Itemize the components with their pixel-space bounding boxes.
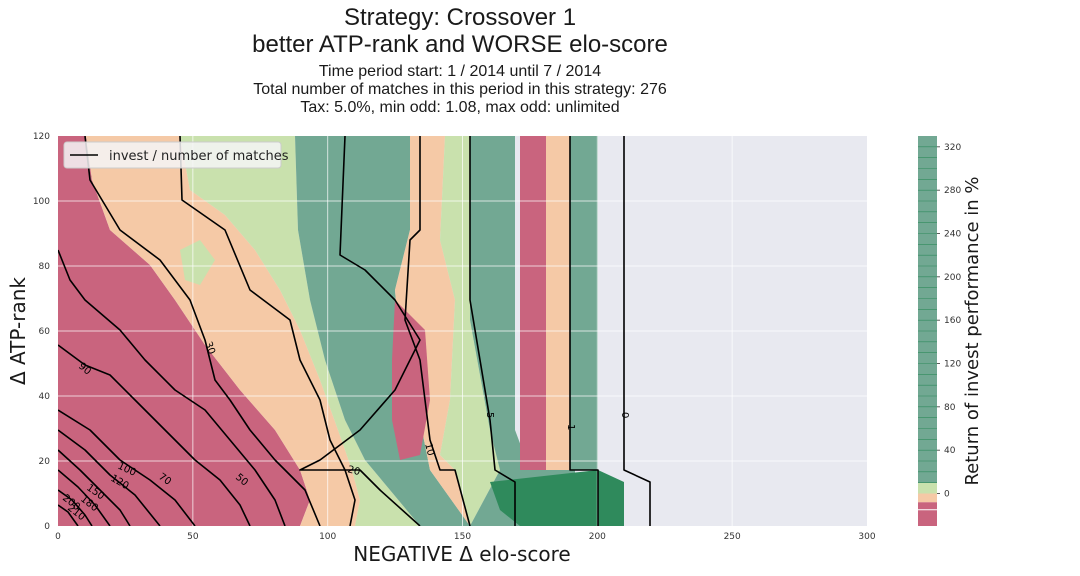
x-tick-label: 200 xyxy=(589,532,606,542)
y-tick-label: 40 xyxy=(39,392,51,402)
colorbar-tick-label: 80 xyxy=(944,403,956,413)
y-tick-label: 100 xyxy=(33,197,50,207)
contour-label-1: 1 xyxy=(565,424,576,430)
contour-line-180 xyxy=(58,469,111,526)
x-tick-label: 50 xyxy=(187,532,199,542)
colorbar-tick-label: 160 xyxy=(944,316,961,326)
region-slight-gain-island xyxy=(180,240,215,285)
contour-label-20: 20 xyxy=(346,464,361,478)
contour-line-210 xyxy=(58,504,79,526)
colorbar-tick-label: 40 xyxy=(944,446,956,456)
contour-line-1 xyxy=(569,136,599,526)
contour-line-90 xyxy=(58,344,251,526)
contour-label-5: 5 xyxy=(484,412,495,418)
x-tick-label: 0 xyxy=(55,532,61,542)
grid-lines xyxy=(58,136,867,526)
y-tick-label: 20 xyxy=(39,457,51,467)
subtitle-matches: Total number of matches in this period i… xyxy=(253,81,667,98)
contour-label-0: 0 xyxy=(619,412,630,418)
colorbar-band xyxy=(918,509,937,526)
subtitle-period: Time period start: 1 / 2014 until 7 / 20… xyxy=(318,63,602,80)
legend-label: invest / number of matches xyxy=(109,149,289,164)
contour-line-5 xyxy=(469,136,516,526)
contour-line-30 xyxy=(179,136,356,526)
x-tick-label: 250 xyxy=(724,532,741,542)
chart-title: Strategy: Crossover 1 xyxy=(343,4,577,31)
contour-line-150 xyxy=(58,449,131,526)
colorbar-tick-label: 120 xyxy=(944,360,961,370)
y-tick-label: 80 xyxy=(39,262,51,272)
region-loss-band xyxy=(520,136,546,470)
contour-line-120 xyxy=(58,429,161,526)
colorbar-band xyxy=(918,502,937,510)
legend: invest / number of matches xyxy=(63,141,289,169)
y-tick-label: 0 xyxy=(44,522,50,532)
y-axis-label: Δ ATP-rank xyxy=(6,277,30,385)
colorbar-tick-label: 240 xyxy=(944,230,961,240)
x-tick-label: 100 xyxy=(319,532,336,542)
colorbar xyxy=(918,136,937,526)
contour-line-50 xyxy=(84,136,321,526)
contour-label-30: 30 xyxy=(202,340,217,356)
legend-box xyxy=(63,141,282,169)
x-axis-label: NEGATIVE Δ elo-score xyxy=(353,542,570,566)
contour-line-0 xyxy=(623,136,651,526)
region-high-gain xyxy=(490,470,624,526)
y-tick-label: 120 xyxy=(33,132,50,142)
region-slight-gain xyxy=(180,136,420,526)
contour-label-10: 10 xyxy=(422,442,436,457)
contour-line-10 xyxy=(404,136,471,526)
contour-line-200 xyxy=(58,489,93,526)
colorbar-tick-label: 320 xyxy=(944,143,961,153)
colorbar-label: Return of invest performance in % xyxy=(962,176,983,485)
region-gain-right xyxy=(570,136,598,470)
contour-lines xyxy=(58,136,651,526)
x-tick-label: 300 xyxy=(858,532,875,542)
y-tick-label: 60 xyxy=(39,327,51,337)
region-slight-loss-band xyxy=(546,136,570,470)
colorbar-tick-label: 280 xyxy=(944,186,961,196)
contour-line-20 xyxy=(299,136,421,526)
region-gain-island xyxy=(338,255,370,380)
x-tick-label: 150 xyxy=(454,532,471,542)
colorbar-tick-label: 0 xyxy=(944,490,950,500)
region-gain-center xyxy=(470,136,575,526)
colorbar-band xyxy=(918,493,937,503)
colorbar-tick-label: 200 xyxy=(944,273,961,283)
chart-title-line2: better ATP-rank and WORSE elo-score xyxy=(252,31,668,58)
subtitle-tax: Tax: 5.0%, min odd: 1.08, max odd: unlim… xyxy=(300,99,620,116)
contour-line-70 xyxy=(58,249,286,526)
colorbar-band xyxy=(918,482,937,494)
contour-line-100 xyxy=(58,409,196,526)
